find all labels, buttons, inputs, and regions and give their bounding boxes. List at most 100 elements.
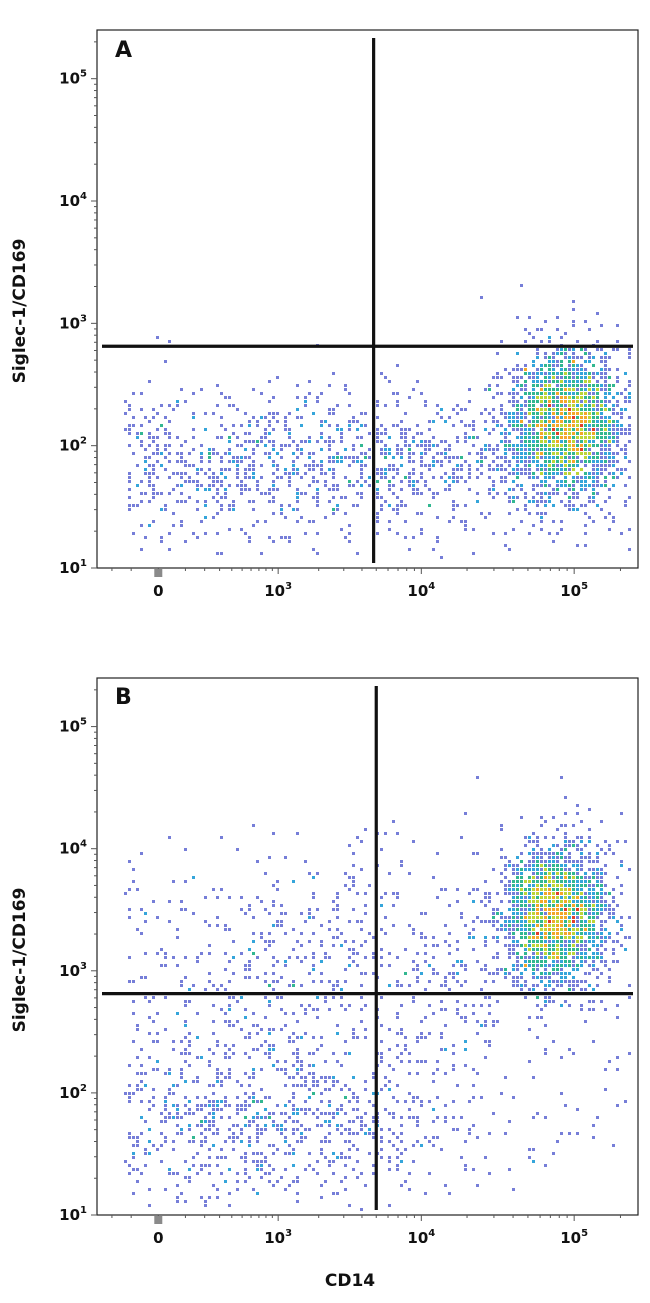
- density-cell: [388, 964, 391, 967]
- density-cell: [148, 444, 151, 447]
- density-cell: [424, 960, 427, 963]
- density-cell: [184, 540, 187, 543]
- density-cell: [360, 1008, 363, 1011]
- density-cell: [168, 920, 171, 923]
- density-cell: [572, 840, 575, 843]
- density-cell: [136, 888, 139, 891]
- density-cell: [128, 408, 131, 411]
- density-cell: [292, 472, 295, 475]
- density-cell: [220, 1080, 223, 1083]
- density-cell: [244, 1168, 247, 1171]
- density-cell: [344, 1096, 347, 1099]
- density-cell: [220, 480, 223, 483]
- density-cell: [596, 984, 599, 987]
- density-cell: [564, 428, 567, 431]
- density-cell: [576, 812, 579, 815]
- density-cell: [320, 392, 323, 395]
- density-cell: [348, 484, 351, 487]
- density-cell: [228, 928, 231, 931]
- density-cell: [560, 872, 563, 875]
- density-cell: [408, 1072, 411, 1075]
- density-cell: [592, 952, 595, 955]
- density-cell: [472, 852, 475, 855]
- density-cell: [372, 952, 375, 955]
- density-cell: [304, 472, 307, 475]
- density-cell: [184, 1160, 187, 1163]
- density-cell: [592, 928, 595, 931]
- density-cell: [536, 424, 539, 427]
- density-cell: [444, 1024, 447, 1027]
- density-cell: [348, 1128, 351, 1131]
- density-cell: [568, 412, 571, 415]
- density-cell: [176, 500, 179, 503]
- density-cell: [552, 412, 555, 415]
- density-cell: [520, 860, 523, 863]
- density-cell: [576, 420, 579, 423]
- density-cell: [436, 944, 439, 947]
- density-cell: [364, 464, 367, 467]
- x-tick-label: 0: [153, 582, 163, 600]
- density-cell: [452, 964, 455, 967]
- density-cell: [544, 452, 547, 455]
- density-cell: [584, 460, 587, 463]
- density-cell: [416, 968, 419, 971]
- density-cell: [220, 1156, 223, 1159]
- density-cell: [596, 432, 599, 435]
- density-cell: [620, 472, 623, 475]
- density-cell: [552, 400, 555, 403]
- density-cell: [588, 888, 591, 891]
- density-cell: [544, 396, 547, 399]
- density-cell: [512, 456, 515, 459]
- density-cell: [400, 420, 403, 423]
- density-cell: [556, 448, 559, 451]
- density-cell: [476, 1184, 479, 1187]
- density-cell: [560, 408, 563, 411]
- density-cell: [456, 504, 459, 507]
- density-cell: [140, 1172, 143, 1175]
- density-cell: [268, 456, 271, 459]
- density-cell: [524, 340, 527, 343]
- y-tick-label: 103: [59, 313, 87, 332]
- density-cell: [212, 1184, 215, 1187]
- density-cell: [572, 944, 575, 947]
- density-cell: [268, 912, 271, 915]
- density-cell: [572, 936, 575, 939]
- density-cell: [340, 1108, 343, 1111]
- density-cell: [296, 1128, 299, 1131]
- density-cell: [344, 512, 347, 515]
- density-cell: [528, 884, 531, 887]
- density-cell: [552, 900, 555, 903]
- density-cell: [552, 936, 555, 939]
- density-cell: [628, 392, 631, 395]
- density-cell: [204, 488, 207, 491]
- density-cell: [580, 396, 583, 399]
- density-cell: [348, 532, 351, 535]
- density-cell: [524, 936, 527, 939]
- density-cell: [616, 460, 619, 463]
- density-cell: [344, 1084, 347, 1087]
- density-cell: [236, 1020, 239, 1023]
- density-cell: [520, 868, 523, 871]
- density-cell: [328, 1076, 331, 1079]
- density-cell: [404, 536, 407, 539]
- density-cell: [200, 1196, 203, 1199]
- density-cell: [324, 1080, 327, 1083]
- density-cell: [220, 472, 223, 475]
- density-cell: [496, 928, 499, 931]
- density-cell: [312, 520, 315, 523]
- density-cell: [476, 960, 479, 963]
- density-cell: [228, 1168, 231, 1171]
- density-cell: [516, 384, 519, 387]
- density-cell: [580, 980, 583, 983]
- density-cell: [624, 948, 627, 951]
- density-cell: [480, 1004, 483, 1007]
- density-cell: [576, 984, 579, 987]
- density-cell: [316, 1084, 319, 1087]
- density-cell: [148, 1188, 151, 1191]
- density-cell: [464, 1004, 467, 1007]
- density-cell: [248, 904, 251, 907]
- density-cell: [576, 956, 579, 959]
- density-cell: [456, 900, 459, 903]
- density-cell: [484, 940, 487, 943]
- density-cell: [244, 968, 247, 971]
